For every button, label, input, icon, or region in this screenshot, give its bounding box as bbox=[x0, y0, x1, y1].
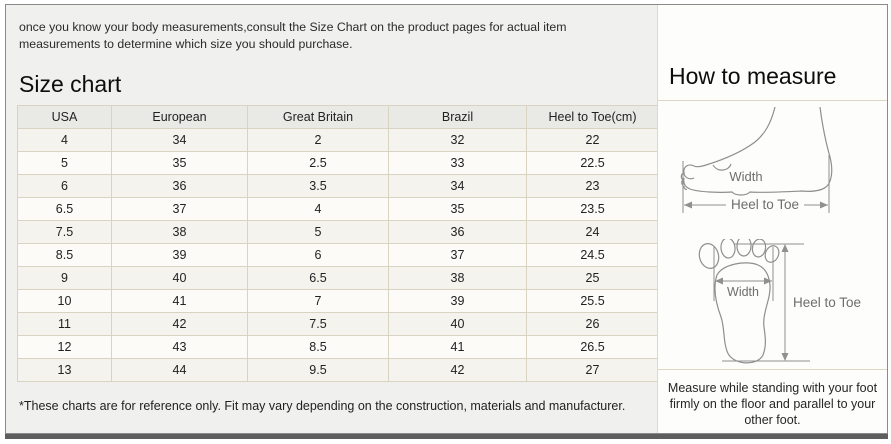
table-row: 4 34 2 32 22 bbox=[17, 128, 659, 152]
table-cell: 44 bbox=[111, 358, 248, 382]
table-cell: 23.5 bbox=[526, 197, 659, 221]
table-cell: 25 bbox=[526, 266, 659, 290]
table-header-row: USA European Great Britain Brazil Heel to To… bbox=[17, 105, 659, 129]
table-cell: 32 bbox=[388, 128, 527, 152]
table-cell: 40 bbox=[111, 266, 248, 290]
table-cell: 38 bbox=[388, 266, 527, 290]
table-row: 6 36 3.5 34 23 bbox=[17, 174, 659, 198]
table-cell: 7.5 bbox=[247, 312, 389, 336]
table-cell: 39 bbox=[111, 243, 248, 267]
table-cell: 7 bbox=[247, 289, 389, 313]
column-header: Great Britain bbox=[247, 105, 389, 129]
table-cell: 3.5 bbox=[247, 174, 389, 198]
table-cell: 5 bbox=[247, 220, 389, 244]
foot-side-view-diagram: Width Heel to Toe bbox=[680, 107, 833, 213]
table-cell: 6.5 bbox=[247, 266, 389, 290]
table-cell: 6.5 bbox=[17, 197, 112, 221]
table-cell: 23 bbox=[526, 174, 659, 198]
table-cell: 40 bbox=[388, 312, 527, 336]
table-row: 11 42 7.5 40 26 bbox=[17, 312, 659, 336]
bottom-heel-to-toe-label: Heel to Toe bbox=[793, 295, 861, 310]
table-row: 5 35 2.5 33 22.5 bbox=[17, 151, 659, 175]
size-chart-section: once you know your body measurements,con… bbox=[6, 5, 659, 433]
table-cell: 9.5 bbox=[247, 358, 389, 382]
table-cell: 33 bbox=[388, 151, 527, 175]
table-row: 7.5 38 5 36 24 bbox=[17, 220, 659, 244]
size-chart-panel: once you know your body measurements,con… bbox=[5, 4, 888, 434]
table-cell: 26 bbox=[526, 312, 659, 336]
column-header: Brazil bbox=[388, 105, 527, 129]
column-header: European bbox=[111, 105, 248, 129]
reference-footnote: *These charts are for reference only. Fi… bbox=[19, 399, 626, 413]
table-cell: 37 bbox=[111, 197, 248, 221]
table-cell: 34 bbox=[111, 128, 248, 152]
size-chart-title: Size chart bbox=[19, 71, 122, 97]
table-cell: 42 bbox=[388, 358, 527, 382]
table-row: 9 40 6.5 38 25 bbox=[17, 266, 659, 290]
table-cell: 24.5 bbox=[526, 243, 659, 267]
table-cell: 41 bbox=[111, 289, 248, 313]
table-cell: 43 bbox=[111, 335, 248, 359]
table-cell: 10 bbox=[17, 289, 112, 313]
table-cell: 8.5 bbox=[247, 335, 389, 359]
table-cell: 6 bbox=[247, 243, 389, 267]
column-header: Heel to Toe(cm) bbox=[526, 105, 659, 129]
how-to-measure-title: How to measure bbox=[658, 5, 887, 101]
table-cell: 39 bbox=[388, 289, 527, 313]
table-cell: 25.5 bbox=[526, 289, 659, 313]
table-cell: 9 bbox=[17, 266, 112, 290]
side-heel-to-toe-label: Heel to Toe bbox=[731, 197, 799, 212]
table-cell: 6 bbox=[17, 174, 112, 198]
side-width-label: Width bbox=[729, 169, 762, 184]
table-cell: 26.5 bbox=[526, 335, 659, 359]
measure-divider bbox=[658, 369, 887, 370]
table-cell: 42 bbox=[111, 312, 248, 336]
table-cell: 12 bbox=[17, 335, 112, 359]
table-cell: 37 bbox=[388, 243, 527, 267]
how-to-measure-section: How to measure Width Heel to Toe bbox=[657, 5, 887, 433]
table-row: 6.5 37 4 35 23.5 bbox=[17, 197, 659, 221]
intro-text: once you know your body measurements,con… bbox=[19, 20, 567, 51]
table-cell: 4 bbox=[247, 197, 389, 221]
table-cell: 27 bbox=[526, 358, 659, 382]
bottom-width-label: Width bbox=[727, 285, 759, 299]
table-row: 13 44 9.5 42 27 bbox=[17, 358, 659, 382]
foot-bottom-view-diagram: Width Heel to Toe bbox=[698, 239, 861, 364]
table-cell: 22.5 bbox=[526, 151, 659, 175]
measure-instruction: Measure while standing with your foot fi… bbox=[667, 381, 878, 427]
column-header: USA bbox=[17, 105, 112, 129]
table-row: 12 43 8.5 41 26.5 bbox=[17, 335, 659, 359]
table-cell: 35 bbox=[111, 151, 248, 175]
table-cell: 2.5 bbox=[247, 151, 389, 175]
table-cell: 2 bbox=[247, 128, 389, 152]
size-conversion-table: USA European Great Britain Brazil Heel to To… bbox=[17, 105, 659, 382]
table-cell: 34 bbox=[388, 174, 527, 198]
table-cell: 38 bbox=[111, 220, 248, 244]
table-row: 10 41 7 39 25.5 bbox=[17, 289, 659, 313]
table-cell: 4 bbox=[17, 128, 112, 152]
table-row: 8.5 39 6 37 24.5 bbox=[17, 243, 659, 267]
table-cell: 24 bbox=[526, 220, 659, 244]
table-cell: 22 bbox=[526, 128, 659, 152]
table-cell: 41 bbox=[388, 335, 527, 359]
table-cell: 7.5 bbox=[17, 220, 112, 244]
table-cell: 36 bbox=[111, 174, 248, 198]
table-cell: 8.5 bbox=[17, 243, 112, 267]
table-cell: 36 bbox=[388, 220, 527, 244]
table-cell: 35 bbox=[388, 197, 527, 221]
table-cell: 13 bbox=[17, 358, 112, 382]
size-table-body: 4 34 2 32 22 5 35 2.5 33 22.5 6 36 3.5 34 23 6.5 37 4 35 23… bbox=[17, 128, 659, 382]
table-cell: 5 bbox=[17, 151, 112, 175]
table-cell: 11 bbox=[17, 312, 112, 336]
